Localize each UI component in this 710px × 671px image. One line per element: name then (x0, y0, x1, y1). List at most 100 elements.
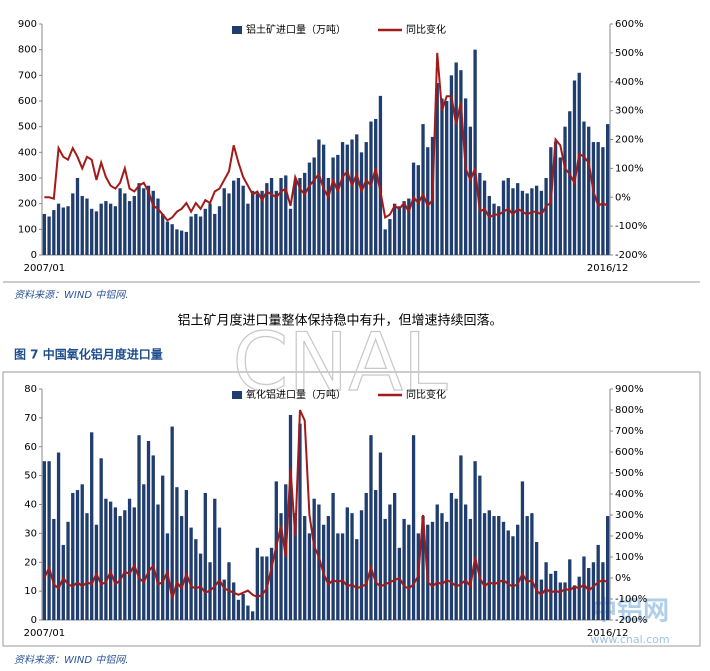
bar (56, 452, 61, 620)
y-tick-label: 600 (18, 96, 37, 107)
bar (260, 190, 264, 255)
y2-tick-label: -100% (615, 221, 647, 232)
bar (279, 178, 283, 255)
bar (430, 521, 435, 620)
bar (156, 504, 160, 620)
bar (473, 49, 477, 255)
bar (454, 498, 458, 620)
y-tick-label: 800 (18, 45, 37, 56)
bar (326, 516, 331, 620)
bar (435, 504, 439, 620)
y2-tick-label: 200% (615, 531, 644, 542)
bar (203, 208, 207, 255)
bar (260, 556, 264, 620)
y2-tick-label: 400% (615, 489, 644, 500)
bar (94, 211, 99, 255)
line (44, 52, 609, 222)
bar (288, 414, 293, 620)
bar (525, 516, 529, 620)
bar (530, 188, 534, 255)
bar (516, 183, 520, 255)
bar (317, 139, 321, 255)
bar (463, 504, 468, 620)
bar (52, 518, 56, 620)
bar (568, 111, 572, 256)
bar (217, 527, 222, 620)
bar (307, 533, 312, 620)
bar (127, 201, 132, 255)
bar (298, 423, 302, 620)
bar (407, 198, 411, 255)
bar (146, 185, 151, 255)
bar (175, 229, 179, 255)
bar (274, 190, 278, 255)
bar (198, 216, 203, 255)
bar (151, 190, 155, 255)
y-tick-label: 20 (24, 557, 37, 568)
bar (293, 513, 297, 620)
bar (426, 147, 430, 255)
bar (511, 188, 515, 255)
bar (421, 124, 425, 255)
bar (298, 178, 302, 255)
line (43, 409, 609, 600)
bar (497, 206, 501, 255)
bar (241, 594, 245, 620)
bar (492, 203, 496, 255)
bar (321, 144, 326, 255)
bar (392, 492, 397, 620)
y2-tick-label: 200% (615, 135, 644, 146)
bar (194, 213, 198, 255)
bar (468, 126, 473, 256)
bar (307, 162, 312, 255)
bar (511, 536, 515, 620)
y2-tick-label: 400% (615, 77, 644, 88)
y-tick-label: 0 (31, 615, 37, 626)
source: 资料来源：WIND 中铝网. (14, 289, 128, 301)
bar (250, 611, 255, 620)
bar (539, 579, 544, 620)
bar (142, 484, 146, 620)
bar (388, 219, 392, 255)
bar (151, 455, 155, 620)
bar (288, 208, 293, 255)
bar (397, 206, 402, 255)
bar (312, 498, 316, 620)
bar (392, 203, 397, 255)
y2-tick-label: -200% (615, 250, 647, 261)
bar (255, 193, 260, 255)
bar (85, 513, 89, 620)
bar (350, 139, 354, 255)
bar (445, 101, 449, 255)
bar (605, 516, 610, 620)
bar (113, 507, 118, 620)
bar (104, 498, 108, 620)
y2-tick-label: 600% (615, 19, 644, 30)
bar (317, 504, 321, 620)
bar (104, 201, 108, 255)
bar (66, 206, 70, 255)
y-tick-label: 700 (18, 70, 37, 81)
bar (449, 75, 454, 255)
y2-tick-label: 500% (615, 468, 644, 479)
bar (468, 518, 473, 620)
paragraph: 铝土矿月度进口量整体保持稳中有升，但增速持续回落。 (177, 313, 502, 329)
y-tick-label: 50 (24, 471, 37, 482)
bar (189, 527, 193, 620)
bar (194, 539, 198, 620)
bar (601, 562, 605, 620)
bar (303, 172, 307, 255)
bar (558, 157, 562, 255)
bar (118, 516, 122, 620)
bar (165, 221, 170, 255)
bar (331, 492, 335, 620)
bar (454, 62, 458, 255)
y2-tick-label: 0% (615, 192, 631, 203)
y2-tick-label: 600% (615, 447, 644, 458)
bar (478, 172, 482, 255)
bar (520, 481, 525, 620)
y-tick-label: 70 (24, 413, 37, 424)
y-tick-label: 10 (24, 586, 37, 597)
bar (369, 435, 373, 620)
